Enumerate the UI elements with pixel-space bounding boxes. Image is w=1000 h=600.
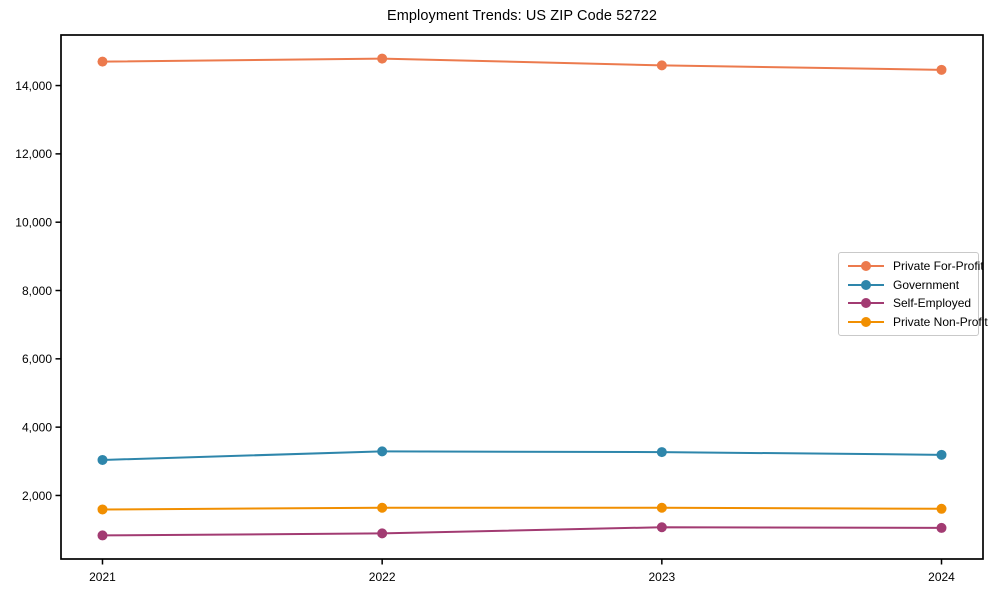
x-tick-label: 2024 <box>928 570 955 584</box>
y-tick-label: 12,000 <box>15 147 52 161</box>
legend-marker <box>861 261 871 272</box>
chart-title: Employment Trends: US ZIP Code 52722 <box>386 8 658 24</box>
data-point-self-employed-2021 <box>97 530 108 541</box>
legend-label: Private Non-Profit <box>893 314 988 329</box>
data-point-private-for-profit-2024 <box>936 64 947 75</box>
data-point-private-for-profit-2021 <box>97 56 108 67</box>
data-point-private-for-profit-2022 <box>377 53 388 64</box>
data-point-self-employed-2023 <box>656 522 667 533</box>
data-point-private-non-profit-2022 <box>377 502 388 513</box>
y-tick-label: 4,000 <box>22 420 52 434</box>
x-tick-label: 2023 <box>648 570 675 584</box>
plot-spines <box>60 34 984 560</box>
data-point-private-non-profit-2021 <box>97 504 108 515</box>
data-point-government-2021 <box>97 454 108 465</box>
x-tick-label: 2021 <box>89 570 116 584</box>
legend-swatch-private-non-profit <box>848 316 884 327</box>
data-point-private-non-profit-2023 <box>656 502 667 513</box>
legend-label: Private For-Profit <box>893 259 984 274</box>
legend-swatch-government <box>848 279 884 290</box>
data-point-private-for-profit-2023 <box>656 60 667 71</box>
y-tick-label: 8,000 <box>22 284 52 298</box>
legend-marker <box>861 298 871 309</box>
data-point-self-employed-2022 <box>377 528 388 539</box>
data-point-government-2024 <box>936 449 947 460</box>
legend-item-self-employed: Self-Employed <box>847 296 972 311</box>
legend-item-government: Government <box>847 279 970 291</box>
y-tick-label: 6,000 <box>22 352 52 366</box>
legend-label: Self-Employed <box>893 296 972 311</box>
data-point-government-2023 <box>656 447 667 458</box>
series-line-private-for-profit <box>102 57 942 71</box>
legend: Private For-Profit Government Self-Employe… <box>838 252 988 336</box>
data-point-self-employed-2024 <box>936 522 947 533</box>
legend-swatch-self-employed <box>848 298 884 309</box>
legend-swatch-private-for-profit <box>848 261 884 272</box>
series-line-self-employed <box>102 526 942 537</box>
data-point-private-non-profit-2024 <box>936 503 947 514</box>
legend-marker <box>861 316 871 327</box>
y-tick-label: 10,000 <box>15 215 52 229</box>
y-tick-label: 2,000 <box>22 489 52 503</box>
legend-label: Government <box>893 277 960 292</box>
x-tick-label: 2022 <box>369 570 396 584</box>
legend-marker <box>861 279 871 290</box>
legend-item-private-non-profit: Private Non-Profit <box>847 316 988 328</box>
data-point-government-2022 <box>377 446 388 457</box>
series-line-government <box>102 450 942 461</box>
series-line-private-non-profit <box>102 506 942 511</box>
y-tick-label: 14,000 <box>15 79 52 93</box>
legend-item-private-for-profit: Private For-Profit <box>847 260 984 272</box>
